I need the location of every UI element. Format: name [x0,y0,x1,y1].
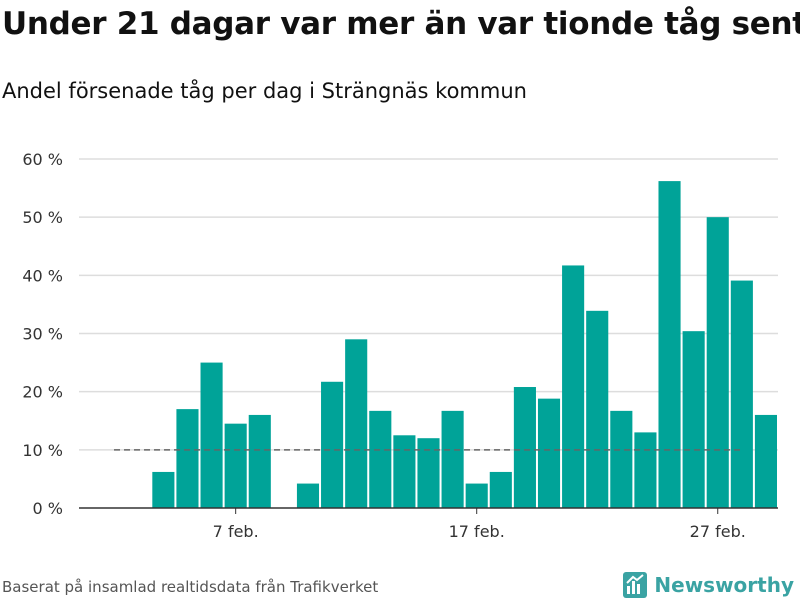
bar [441,410,464,508]
bar [296,483,320,508]
bar [321,381,344,508]
newsworthy-logo-icon [623,572,648,598]
bar [658,181,681,508]
x-tick-label: 7 feb. [213,522,259,541]
bar [682,331,705,508]
bar [489,471,512,508]
bar [754,414,777,508]
bar [248,414,271,508]
bar [369,410,392,508]
bar [393,435,416,508]
brand-logo[interactable]: Newsworthy [622,570,794,600]
source-note: Baserat på insamlad realtidsdata från Tr… [2,578,379,596]
chart-title: Under 21 dagar var mer än var tionde tåg… [2,6,800,42]
x-tick-label: 17 feb. [449,522,505,541]
bar [200,362,223,508]
bar [730,280,753,508]
bar [537,398,561,508]
y-tick-label: 50 % [22,208,63,227]
bar [513,387,536,508]
bar [586,310,609,508]
bar [610,410,633,508]
bar [417,438,440,508]
y-tick-label: 60 % [22,150,63,169]
bar [706,217,729,508]
bar [465,483,488,508]
chart-subtitle: Andel försenade tåg per dag i Strängnäs … [2,79,527,103]
bar [224,423,247,508]
y-tick-label: 0 % [33,499,63,518]
y-tick-label: 10 % [22,441,63,460]
y-tick-label: 20 % [22,383,63,402]
x-tick-label: 27 feb. [690,522,746,541]
y-tick-label: 40 % [22,266,63,285]
bar [562,265,585,508]
bar [176,409,199,508]
y-tick-label: 30 % [22,325,63,344]
bar [152,471,175,508]
bar [634,432,657,508]
bar [345,339,368,508]
brand-name: Newsworthy [654,573,794,597]
